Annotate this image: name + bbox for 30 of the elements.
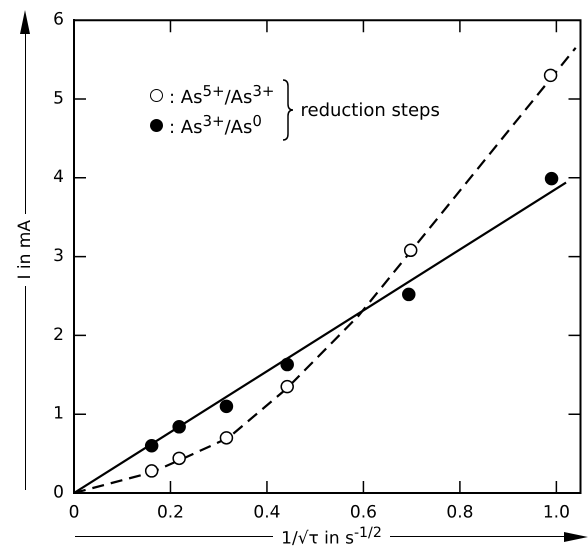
point [220,431,234,445]
x-tick-label: 0 [68,502,80,523]
legend-label: : As$^{3+}$/As$^{0}$ [169,112,262,138]
point [544,68,558,82]
point [404,244,418,258]
y-axis-title: I in mA [15,219,35,282]
x-tick-label: 1.0 [542,502,570,523]
point [402,288,416,302]
y-tick-label: 0 [53,482,64,502]
annotation: reduction steps [300,100,440,120]
y-tick-label: 3 [53,246,64,266]
x-tick-label: 0.6 [350,502,377,523]
x-tick-label: 0.2 [156,502,184,523]
x-axis-title: 1/√τ in s$^{-1/2}$ [281,525,382,549]
y-tick-label: 4 [53,167,64,188]
point [144,438,158,452]
point [280,380,294,394]
point [280,358,294,372]
point [544,172,558,186]
x-tick-label: 0.8 [446,502,474,523]
x-tick-label: 0.4 [253,502,280,523]
y-tick-label: 1 [53,404,64,424]
legend-label: : As$^{5+}$/As$^{3+}$ [169,82,274,108]
point [144,464,158,478]
point [172,420,186,434]
y-tick-label: 2 [53,324,64,345]
y-tick-label: 5 [53,88,64,108]
y-tick-label: 6 [53,10,64,30]
point [172,452,186,466]
point [220,400,234,414]
